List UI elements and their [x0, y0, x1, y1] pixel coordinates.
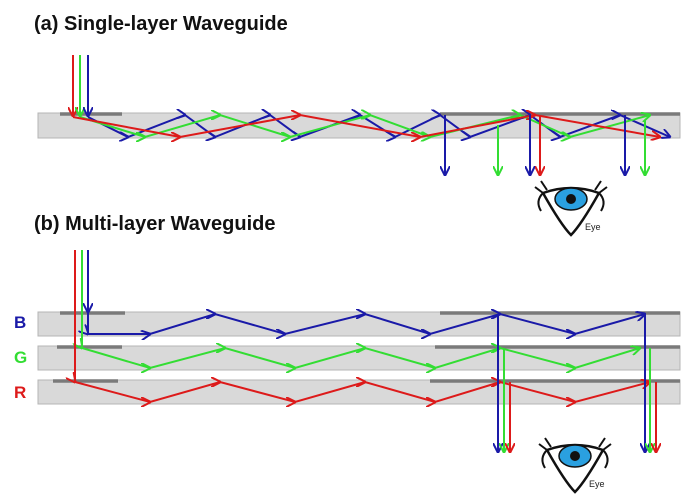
title-b: (b) Multi-layer Waveguide: [34, 213, 276, 235]
layer-label: G: [14, 348, 27, 367]
eye-label-a: Eye: [585, 222, 601, 232]
layer-label: B: [14, 313, 26, 332]
waveguide-a: Eye: [37, 55, 681, 237]
layer-label: R: [14, 383, 26, 402]
eye-label-b: Eye: [589, 479, 605, 489]
waveguide-b: B G R Eye: [14, 250, 681, 494]
title-a: (a) Single-layer Waveguide: [34, 13, 288, 35]
